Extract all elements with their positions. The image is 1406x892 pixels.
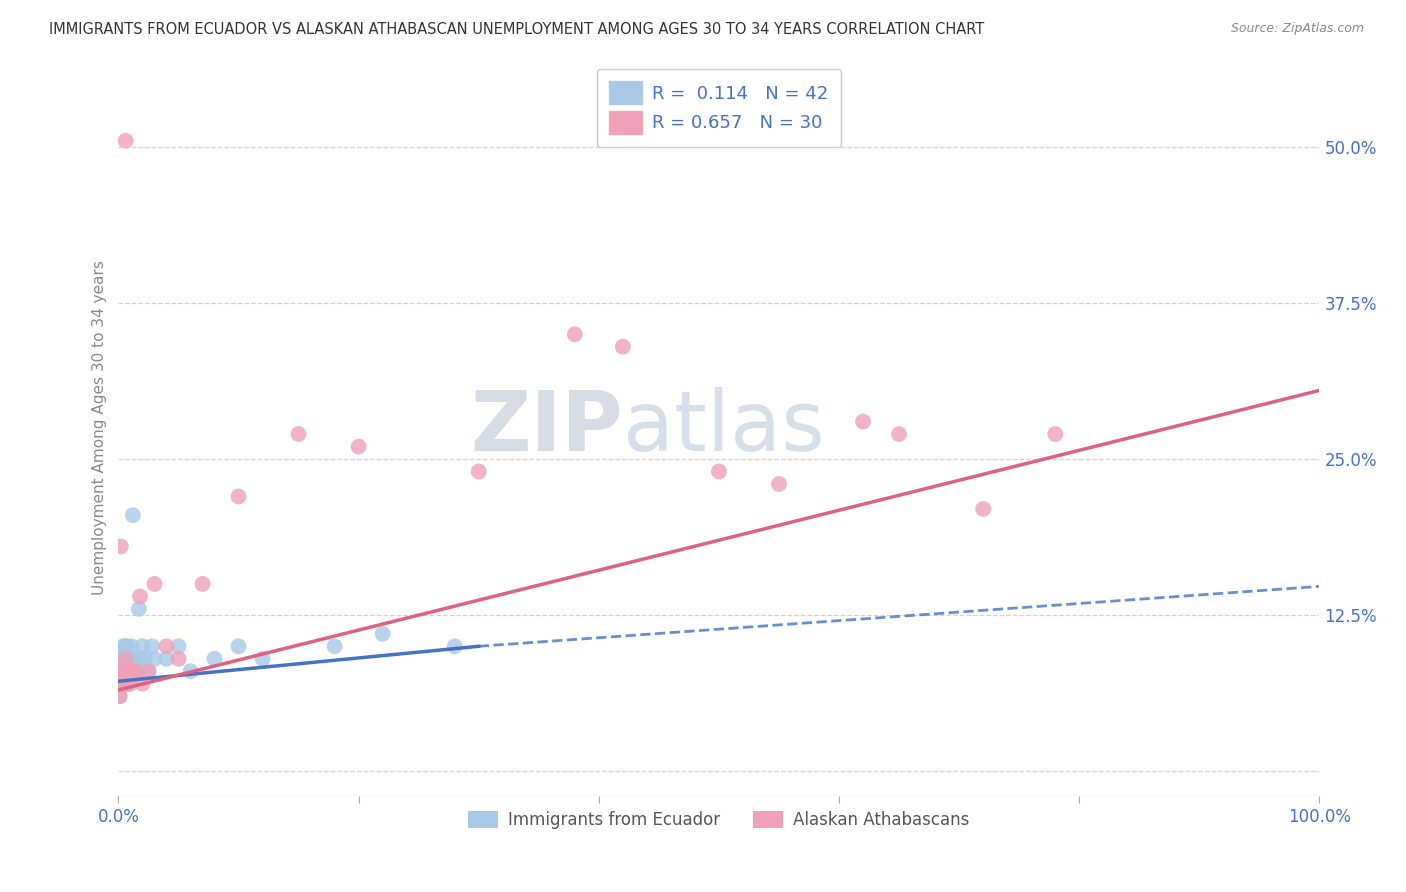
Point xyxy=(564,327,586,342)
Point xyxy=(114,652,136,666)
Point xyxy=(111,677,134,691)
Point xyxy=(129,590,152,604)
Point xyxy=(120,652,142,666)
Point xyxy=(179,665,201,679)
Point xyxy=(143,652,166,666)
Point xyxy=(129,652,152,666)
Point xyxy=(115,640,138,654)
Text: atlas: atlas xyxy=(623,387,824,468)
Point xyxy=(972,502,994,516)
Point xyxy=(118,665,141,679)
Point xyxy=(121,665,143,679)
Point xyxy=(111,665,134,679)
Point xyxy=(114,640,136,654)
Point xyxy=(228,640,250,654)
Point xyxy=(887,427,910,442)
Point xyxy=(114,665,136,679)
Point xyxy=(155,652,177,666)
Point xyxy=(117,677,139,691)
Point xyxy=(141,640,163,654)
Point xyxy=(112,665,135,679)
Point xyxy=(112,640,135,654)
Point xyxy=(120,677,142,691)
Point xyxy=(111,652,134,666)
Point xyxy=(114,652,136,666)
Point xyxy=(122,652,145,666)
Point xyxy=(111,665,134,679)
Point xyxy=(128,602,150,616)
Point xyxy=(138,665,160,679)
Point xyxy=(228,490,250,504)
Point xyxy=(131,677,153,691)
Point xyxy=(125,665,148,679)
Point xyxy=(108,690,131,704)
Point xyxy=(114,677,136,691)
Point xyxy=(138,665,160,679)
Point xyxy=(131,640,153,654)
Point xyxy=(143,577,166,591)
Point xyxy=(707,465,730,479)
Point xyxy=(108,665,131,679)
Point xyxy=(612,340,634,354)
Point xyxy=(287,427,309,442)
Point xyxy=(115,665,138,679)
Point xyxy=(121,640,143,654)
Point xyxy=(155,640,177,654)
Point xyxy=(167,652,190,666)
Point xyxy=(1045,427,1067,442)
Point xyxy=(120,665,142,679)
Point xyxy=(443,640,465,654)
Point xyxy=(117,677,139,691)
Point xyxy=(114,134,136,148)
Point xyxy=(468,465,491,479)
Point xyxy=(110,677,132,691)
Point xyxy=(191,577,214,591)
Point xyxy=(347,440,370,454)
Point xyxy=(323,640,346,654)
Y-axis label: Unemployment Among Ages 30 to 34 years: Unemployment Among Ages 30 to 34 years xyxy=(93,260,107,595)
Point xyxy=(110,540,132,554)
Text: IMMIGRANTS FROM ECUADOR VS ALASKAN ATHABASCAN UNEMPLOYMENT AMONG AGES 30 TO 34 Y: IMMIGRANTS FROM ECUADOR VS ALASKAN ATHAB… xyxy=(49,22,984,37)
Point xyxy=(852,415,875,429)
Point xyxy=(121,508,143,523)
Text: Source: ZipAtlas.com: Source: ZipAtlas.com xyxy=(1230,22,1364,36)
Point xyxy=(110,652,132,666)
Point xyxy=(108,690,131,704)
Point xyxy=(121,665,143,679)
Point xyxy=(371,627,394,641)
Point xyxy=(114,665,136,679)
Point xyxy=(114,652,136,666)
Point xyxy=(167,640,190,654)
Point xyxy=(125,665,148,679)
Point xyxy=(117,652,139,666)
Point xyxy=(107,677,129,691)
Legend: Immigrants from Ecuador, Alaskan Athabascans: Immigrants from Ecuador, Alaskan Athabas… xyxy=(461,804,977,836)
Point xyxy=(768,477,790,491)
Text: ZIP: ZIP xyxy=(471,387,623,468)
Point xyxy=(107,677,129,691)
Point xyxy=(112,677,135,691)
Point xyxy=(204,652,226,666)
Point xyxy=(252,652,274,666)
Point xyxy=(134,652,156,666)
